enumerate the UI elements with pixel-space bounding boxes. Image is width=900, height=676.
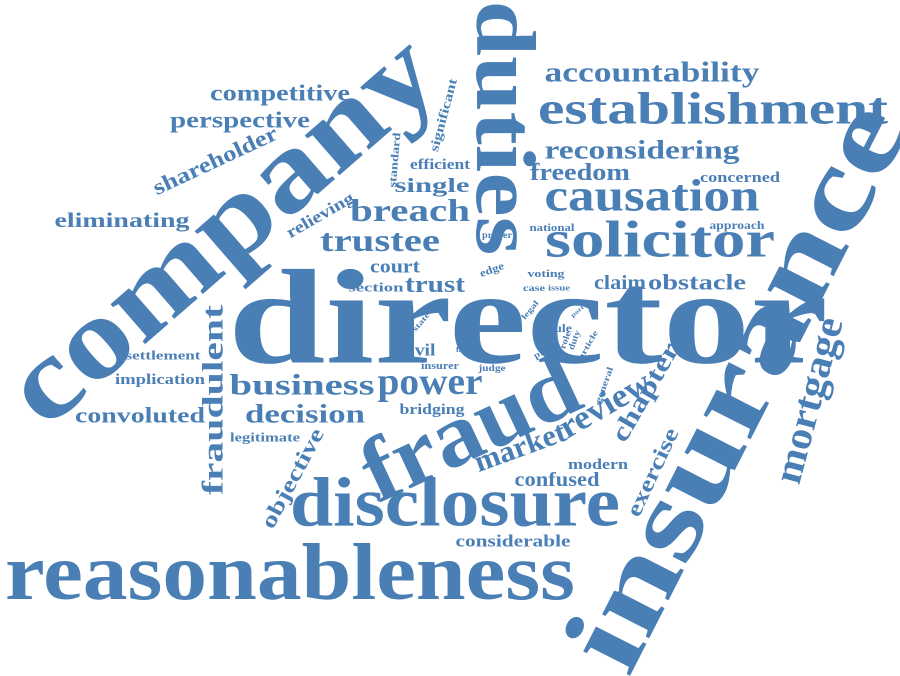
word: trustee	[320, 222, 440, 258]
word: court	[370, 257, 421, 278]
word: bridging	[400, 402, 466, 418]
word: legitimate	[230, 430, 300, 445]
word: issue	[548, 284, 571, 293]
word: disclosure	[290, 465, 620, 542]
word: approach	[710, 218, 765, 232]
word: convoluted	[75, 403, 205, 428]
word: rule	[548, 321, 573, 335]
word: business	[230, 369, 375, 402]
word: standard	[387, 132, 404, 188]
word: civil	[401, 341, 436, 360]
word: insurer	[421, 360, 459, 372]
word: director	[228, 244, 828, 393]
word: power	[378, 361, 483, 403]
word: duties	[458, 1, 552, 256]
word: causation	[545, 170, 760, 221]
word: section	[349, 280, 405, 295]
word: single	[395, 175, 470, 197]
word: settlement	[126, 348, 202, 363]
word: establishment	[538, 83, 889, 134]
word: case	[523, 283, 545, 293]
word: obstacle	[648, 270, 746, 295]
word: modern	[568, 457, 629, 473]
word: proper	[482, 230, 512, 240]
word: freedom	[530, 160, 630, 186]
word: fraudulent	[197, 305, 230, 495]
word: reconsidering	[545, 136, 740, 165]
word: efficient	[410, 157, 470, 173]
word: implication	[115, 372, 206, 388]
word: breach	[350, 192, 470, 228]
word: competitive	[210, 81, 350, 106]
word: concerned	[700, 170, 781, 186]
word: perspective	[170, 108, 310, 133]
word: decision	[245, 400, 366, 429]
word: claim	[594, 272, 646, 294]
word: reasonableness	[5, 529, 575, 617]
word: voting	[528, 268, 566, 280]
word: body	[456, 346, 477, 354]
word: accountability	[545, 58, 760, 89]
word: trust	[405, 272, 465, 298]
word: eliminating	[55, 208, 191, 232]
word: national	[530, 222, 575, 234]
word: judge	[477, 363, 505, 373]
word: considerable	[456, 532, 572, 551]
word: solicitor	[545, 212, 775, 269]
word: confused	[515, 469, 600, 491]
